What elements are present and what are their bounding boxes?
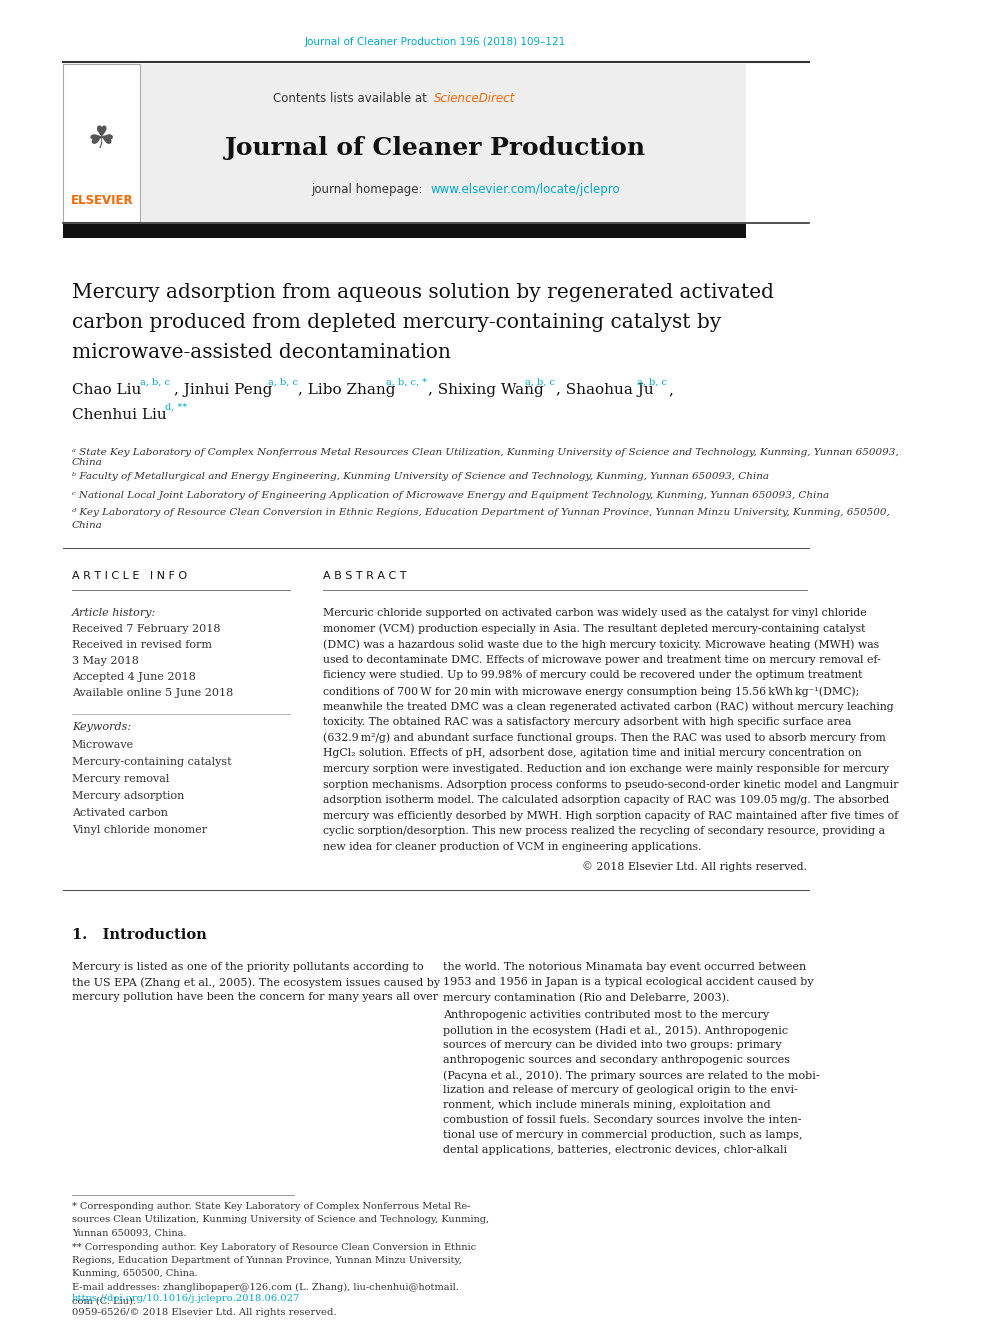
Text: , Shixing Wang: , Shixing Wang bbox=[429, 382, 544, 397]
Text: toxicity. The obtained RAC was a satisfactory mercury adsorbent with high specif: toxicity. The obtained RAC was a satisfa… bbox=[323, 717, 851, 728]
Text: Available online 5 June 2018: Available online 5 June 2018 bbox=[72, 688, 233, 699]
Text: mercury pollution have been the concern for many years all over: mercury pollution have been the concern … bbox=[72, 992, 438, 1002]
Text: the world. The notorious Minamata bay event occurred between: the world. The notorious Minamata bay ev… bbox=[443, 962, 806, 972]
Text: mercury was efficiently desorbed by MWH. High sorption capacity of RAC maintaine: mercury was efficiently desorbed by MWH.… bbox=[323, 811, 898, 820]
Text: A R T I C L E   I N F O: A R T I C L E I N F O bbox=[72, 572, 187, 581]
Text: ** Corresponding author. Key Laboratory of Resource Clean Conversion in Ethnic: ** Corresponding author. Key Laboratory … bbox=[72, 1242, 476, 1252]
Text: (DMC) was a hazardous solid waste due to the high mercury toxicity. Microwave he: (DMC) was a hazardous solid waste due to… bbox=[323, 639, 879, 650]
Text: Kunming, 650500, China.: Kunming, 650500, China. bbox=[72, 1270, 197, 1278]
Text: ELSEVIER: ELSEVIER bbox=[70, 193, 133, 206]
Text: Keywords:: Keywords: bbox=[72, 722, 131, 732]
Text: ,: , bbox=[669, 382, 674, 397]
Text: a, b, c: a, b, c bbox=[525, 377, 555, 386]
Text: China: China bbox=[72, 521, 103, 531]
Text: https://doi.org/10.1016/j.jclepro.2018.06.027: https://doi.org/10.1016/j.jclepro.2018.0… bbox=[72, 1294, 301, 1303]
Text: * Corresponding author. State Key Laboratory of Complex Nonferrous Metal Re-: * Corresponding author. State Key Labora… bbox=[72, 1203, 470, 1211]
Text: Mercuric chloride supported on activated carbon was widely used as the catalyst : Mercuric chloride supported on activated… bbox=[323, 609, 867, 618]
Text: a, b, c: a, b, c bbox=[268, 377, 298, 386]
Text: Activated carbon: Activated carbon bbox=[72, 808, 168, 818]
Text: pollution in the ecosystem (Hadi et al., 2015). Anthropogenic: pollution in the ecosystem (Hadi et al.,… bbox=[443, 1025, 789, 1036]
Text: meanwhile the treated DMC was a clean regenerated activated carbon (RAC) without: meanwhile the treated DMC was a clean re… bbox=[323, 701, 894, 712]
Text: new idea for cleaner production of VCM in engineering applications.: new idea for cleaner production of VCM i… bbox=[323, 841, 701, 852]
Text: 1.   Introduction: 1. Introduction bbox=[72, 927, 206, 942]
Text: ᶜ National Local Joint Laboratory of Engineering Application of Microwave Energy: ᶜ National Local Joint Laboratory of Eng… bbox=[72, 491, 829, 500]
Text: Vinyl chloride monomer: Vinyl chloride monomer bbox=[72, 826, 207, 835]
Text: ᵃ State Key Laboratory of Complex Nonferrous Metal Resources Clean Utilization, : ᵃ State Key Laboratory of Complex Nonfer… bbox=[72, 448, 899, 467]
Text: Yunnan 650093, China.: Yunnan 650093, China. bbox=[72, 1229, 186, 1238]
Text: Mercury adsorption from aqueous solution by regenerated activated: Mercury adsorption from aqueous solution… bbox=[72, 283, 774, 303]
Text: Contents lists available at: Contents lists available at bbox=[274, 91, 431, 105]
Text: 3 May 2018: 3 May 2018 bbox=[72, 656, 139, 665]
Text: www.elsevier.com/locate/jclepro: www.elsevier.com/locate/jclepro bbox=[431, 184, 621, 197]
Text: (632.9 m²/g) and abundant surface functional groups. Then the RAC was used to ab: (632.9 m²/g) and abundant surface functi… bbox=[323, 733, 886, 744]
Text: Anthropogenic activities contributed most to the mercury: Anthropogenic activities contributed mos… bbox=[443, 1009, 770, 1020]
Text: Mercury adsorption: Mercury adsorption bbox=[72, 791, 185, 800]
Text: lization and release of mercury of geological origin to the envi-: lization and release of mercury of geolo… bbox=[443, 1085, 799, 1095]
Text: monomer (VCM) production especially in Asia. The resultant depleted mercury-cont: monomer (VCM) production especially in A… bbox=[323, 623, 865, 634]
Text: ᵈ Key Laboratory of Resource Clean Conversion in Ethnic Regions, Education Depar: ᵈ Key Laboratory of Resource Clean Conve… bbox=[72, 508, 890, 517]
Text: a, b, c, *: a, b, c, * bbox=[386, 377, 428, 386]
Text: tional use of mercury in commercial production, such as lamps,: tional use of mercury in commercial prod… bbox=[443, 1130, 803, 1140]
Text: Mercury is listed as one of the priority pollutants according to: Mercury is listed as one of the priority… bbox=[72, 962, 424, 972]
Text: conditions of 700 W for 20 min with microwave energy consumption being 15.56 kWh: conditions of 700 W for 20 min with micr… bbox=[323, 687, 859, 697]
Text: Received 7 February 2018: Received 7 February 2018 bbox=[72, 624, 220, 634]
Text: Microwave: Microwave bbox=[72, 740, 134, 750]
Text: Chao Liu: Chao Liu bbox=[72, 382, 141, 397]
Text: Mercury removal: Mercury removal bbox=[72, 774, 170, 785]
Text: mercury sorption were investigated. Reduction and ion exchange were mainly respo: mercury sorption were investigated. Redu… bbox=[323, 763, 889, 774]
Text: sorption mechanisms. Adsorption process conforms to pseudo-second-order kinetic : sorption mechanisms. Adsorption process … bbox=[323, 779, 899, 790]
Text: used to decontaminate DMC. Effects of microwave power and treatment time on merc: used to decontaminate DMC. Effects of mi… bbox=[323, 655, 881, 664]
Text: 0959-6526/© 2018 Elsevier Ltd. All rights reserved.: 0959-6526/© 2018 Elsevier Ltd. All right… bbox=[72, 1308, 336, 1316]
Text: Journal of Cleaner Production 196 (2018) 109–121: Journal of Cleaner Production 196 (2018)… bbox=[305, 37, 566, 48]
Text: HgCl₂ solution. Effects of pH, adsorbent dose, agitation time and initial mercur: HgCl₂ solution. Effects of pH, adsorbent… bbox=[323, 749, 862, 758]
Text: Accepted 4 June 2018: Accepted 4 June 2018 bbox=[72, 672, 195, 681]
Text: a, b, c: a, b, c bbox=[637, 377, 668, 386]
Text: sources Clean Utilization, Kunming University of Science and Technology, Kunming: sources Clean Utilization, Kunming Unive… bbox=[72, 1216, 489, 1225]
FancyBboxPatch shape bbox=[63, 64, 141, 222]
Text: , Shaohua Ju: , Shaohua Ju bbox=[557, 382, 654, 397]
Text: anthropogenic sources and secondary anthropogenic sources: anthropogenic sources and secondary anth… bbox=[443, 1054, 791, 1065]
Text: cyclic sorption/desorption. This new process realized the recycling of secondary: cyclic sorption/desorption. This new pro… bbox=[323, 827, 885, 836]
Text: sources of mercury can be divided into two groups: primary: sources of mercury can be divided into t… bbox=[443, 1040, 782, 1050]
Text: combustion of fossil fuels. Secondary sources involve the inten-: combustion of fossil fuels. Secondary so… bbox=[443, 1115, 802, 1125]
Text: , Libo Zhang: , Libo Zhang bbox=[299, 382, 396, 397]
Text: Mercury-containing catalyst: Mercury-containing catalyst bbox=[72, 757, 231, 767]
Text: adsorption isotherm model. The calculated adsorption capacity of RAC was 109.05 : adsorption isotherm model. The calculate… bbox=[323, 795, 889, 806]
Text: Regions, Education Department of Yunnan Province, Yunnan Minzu University,: Regions, Education Department of Yunnan … bbox=[72, 1256, 462, 1265]
Text: Chenhui Liu: Chenhui Liu bbox=[72, 407, 167, 422]
Text: (Pacyna et al., 2010). The primary sources are related to the mobi-: (Pacyna et al., 2010). The primary sourc… bbox=[443, 1070, 819, 1081]
Text: the US EPA (Zhang et al., 2005). The ecosystem issues caused by: the US EPA (Zhang et al., 2005). The eco… bbox=[72, 976, 440, 987]
Text: journal homepage:: journal homepage: bbox=[311, 184, 427, 197]
Text: Journal of Cleaner Production: Journal of Cleaner Production bbox=[225, 136, 646, 160]
Text: , Jinhui Peng: , Jinhui Peng bbox=[174, 382, 272, 397]
Text: ☘: ☘ bbox=[88, 126, 115, 155]
Text: E-mail addresses: zhanglibopaper@126.com (L. Zhang), liu-chenhui@hotmail.: E-mail addresses: zhanglibopaper@126.com… bbox=[72, 1283, 459, 1293]
Text: microwave-assisted decontamination: microwave-assisted decontamination bbox=[72, 344, 450, 363]
Text: 1953 and 1956 in Japan is a typical ecological accident caused by: 1953 and 1956 in Japan is a typical ecol… bbox=[443, 976, 813, 987]
Text: mercury contamination (Rio and Delebarre, 2003).: mercury contamination (Rio and Delebarre… bbox=[443, 992, 730, 1003]
Text: ronment, which include minerals mining, exploitation and: ronment, which include minerals mining, … bbox=[443, 1099, 771, 1110]
Text: dental applications, batteries, electronic devices, chlor-alkali: dental applications, batteries, electron… bbox=[443, 1144, 788, 1155]
Text: ᵇ Faculty of Metallurgical and Energy Engineering, Kunming University of Science: ᵇ Faculty of Metallurgical and Energy En… bbox=[72, 472, 769, 482]
Text: com (C. Liu).: com (C. Liu). bbox=[72, 1297, 136, 1306]
Text: ficiency were studied. Up to 99.98% of mercury could be recovered under the opti: ficiency were studied. Up to 99.98% of m… bbox=[323, 671, 862, 680]
Text: d, **: d, ** bbox=[165, 402, 187, 411]
Text: A B S T R A C T: A B S T R A C T bbox=[323, 572, 407, 581]
Text: © 2018 Elsevier Ltd. All rights reserved.: © 2018 Elsevier Ltd. All rights reserved… bbox=[582, 861, 807, 872]
Text: carbon produced from depleted mercury-containing catalyst by: carbon produced from depleted mercury-co… bbox=[72, 314, 721, 332]
Text: ScienceDirect: ScienceDirect bbox=[434, 91, 515, 105]
FancyBboxPatch shape bbox=[63, 224, 746, 238]
Text: a, b, c: a, b, c bbox=[141, 377, 171, 386]
FancyBboxPatch shape bbox=[63, 64, 746, 225]
Text: Article history:: Article history: bbox=[72, 609, 156, 618]
Text: Received in revised form: Received in revised form bbox=[72, 640, 212, 650]
